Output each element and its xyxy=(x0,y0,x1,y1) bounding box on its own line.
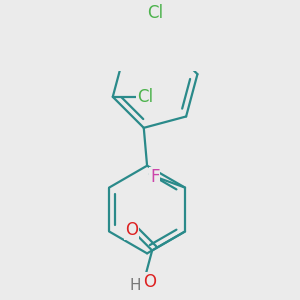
Text: Cl: Cl xyxy=(147,4,164,22)
Text: O: O xyxy=(125,221,138,239)
Text: Cl: Cl xyxy=(137,88,153,106)
Text: H: H xyxy=(129,278,141,293)
Text: O: O xyxy=(143,272,156,290)
Text: F: F xyxy=(150,168,160,186)
